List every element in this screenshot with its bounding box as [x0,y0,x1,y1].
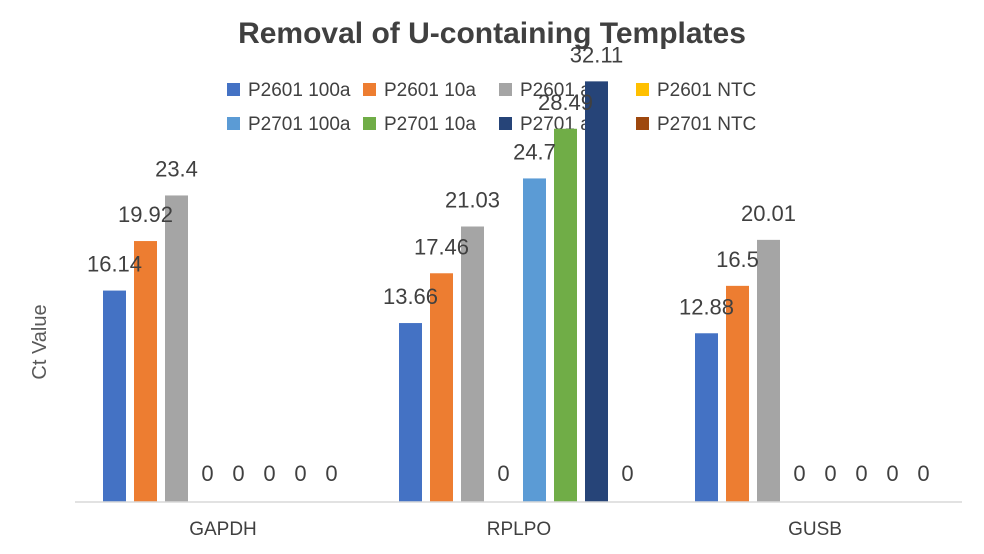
data-label: 0 [886,461,898,486]
data-label: 0 [917,461,929,486]
data-label: 20.01 [741,201,796,226]
legend-swatch [636,117,649,130]
bar [134,241,157,502]
bar [399,323,422,502]
data-label: 0 [232,461,244,486]
legend-label: P2601 100a [248,80,351,101]
legend-label: P2701 10a [384,114,476,135]
bar [554,128,577,502]
legend-swatch [636,83,649,96]
data-label: 28.49 [538,90,593,115]
data-label: 16.5 [716,247,759,272]
bar [461,226,484,502]
data-label: 13.66 [383,284,438,309]
legend-swatch [363,117,376,130]
data-label: 0 [621,461,633,486]
bar [165,195,188,502]
legend-swatch [499,83,512,96]
bar [523,178,546,502]
legend-label: P2701 NTC [657,114,756,135]
data-label: 16.14 [87,252,142,277]
x-tick-label: GUSB [788,519,842,540]
legend-swatch [499,117,512,130]
x-tick-label: RPLPO [487,519,551,540]
data-label: 0 [325,461,337,486]
bar [695,333,718,502]
legend-swatch [227,117,240,130]
data-label: 0 [263,461,275,486]
data-label: 0 [201,461,213,486]
legend-swatch [227,83,240,96]
data-label: 24.7 [513,139,556,164]
data-label: 12.88 [679,294,734,319]
bar [103,290,126,502]
bar [757,239,780,502]
data-label: 0 [855,461,867,486]
bar [585,81,608,502]
legend-label: P2601 NTC [657,80,756,101]
legend-swatch [363,83,376,96]
chart-title: Removal of U-containing Templates [238,17,746,50]
data-label: 0 [294,461,306,486]
data-label: 19.92 [118,202,173,227]
data-label: 17.46 [414,234,469,259]
legend-label: P2701 100a [248,114,351,135]
legend-label: P2601 10a [384,80,476,101]
bar [726,285,749,502]
bars-group [103,81,780,502]
legend: P2601 100a P2601 10a P2601 a P2601 NTC P2701… [227,80,756,135]
data-label: 23.4 [155,156,198,181]
bar [430,273,453,502]
data-label: 0 [497,461,509,486]
data-label: 21.03 [445,188,500,213]
y-axis-label: Ct Value [29,304,51,379]
data-label: 0 [793,461,805,486]
x-tick-label: GAPDH [189,519,257,540]
data-label: 0 [824,461,836,486]
data-label: 32.11 [570,42,623,67]
legend-label: P2601 a [520,80,591,101]
x-tick-labels-group: GAPDH RPLPO GUSB [189,519,842,540]
